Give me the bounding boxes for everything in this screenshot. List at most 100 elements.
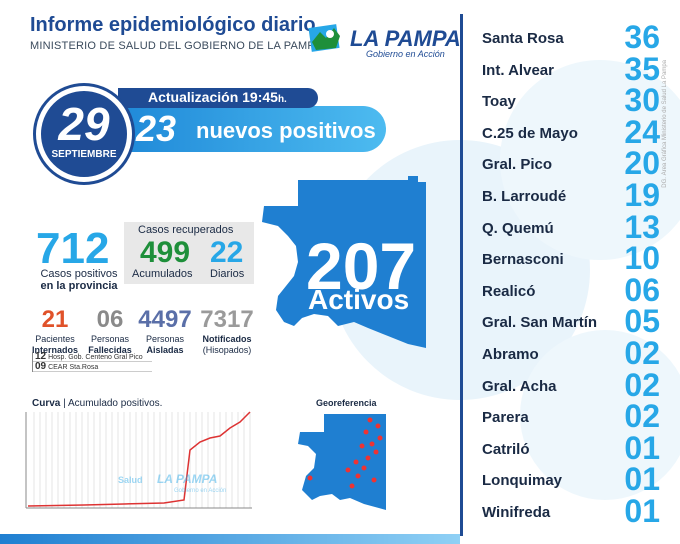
new-cases-banner (118, 106, 386, 152)
locality-row: Santa Rosa 36 (470, 19, 660, 55)
locality-name: Int. Alvear (482, 61, 554, 79)
curve-line (27, 411, 251, 507)
recovered-accumulated-label: Acumulados (132, 268, 193, 280)
locality-name: Abramo (482, 346, 539, 363)
locality-row: Catriló 01 (470, 430, 660, 466)
curve-title: Curva | Acumulado positivos. (32, 398, 163, 409)
bg-decor-circle (520, 330, 680, 500)
divider (460, 14, 463, 536)
recovered-accumulated-value: 499 (140, 236, 191, 269)
locality-name: Lonquimay (482, 472, 563, 490)
locality-value: 01 (624, 493, 660, 529)
stat-label: Fallecidas (88, 345, 132, 355)
locality-name: Gral. San Martín (482, 314, 598, 332)
locality-name: Q. Quemú (482, 219, 554, 237)
locality-row: Abramo 02 (470, 335, 660, 371)
recovered-box (124, 222, 254, 284)
stat-value: 21 (41, 306, 69, 333)
locality-name: Bernasconi (482, 251, 564, 269)
stat-label: Pacientes (35, 334, 75, 344)
locality-value: 02 (624, 335, 660, 371)
georef-title: Georeferencia (316, 398, 377, 408)
hospital-row: 09 CEAR Sta.Rosa (33, 362, 152, 372)
locality-row: Lonquimay 01 (470, 461, 660, 497)
bg-decor-circle (500, 60, 680, 260)
locality-value: 36 (624, 19, 660, 55)
stat-notificados: 7317 Notificados (Hisopados) (196, 306, 258, 356)
hospital-row: 12 Hosp. Gob. Centeno Gral Pico (33, 352, 152, 362)
stat-value: 06 (96, 306, 124, 333)
watermark-name: LA PAMPA (156, 472, 218, 486)
hospital-breakdown: 12 Hosp. Gob. Centeno Gral Pico 09 CEAR … (32, 352, 152, 372)
locality-row: B. Larroudé 19 (470, 177, 660, 213)
georef-map-icon (298, 414, 386, 510)
logo-tagline: Gobierno en Acción (366, 49, 445, 59)
stat-label: Internados (31, 345, 78, 355)
stat-label: Notificados (202, 334, 252, 344)
stat-value: 4497 (138, 306, 192, 333)
stat-label: Aisladas (146, 345, 184, 355)
new-cases-value: 23 (136, 108, 177, 149)
stat-value: 7317 (200, 306, 254, 333)
locality-row: Gral. Acha 02 (470, 367, 660, 403)
locality-value: 19 (624, 177, 660, 213)
locality-row: Int. Alvear 35 (470, 51, 660, 87)
bottom-bar (0, 534, 460, 544)
locality-name: Realicó (482, 282, 536, 300)
locality-value: 01 (624, 429, 660, 466)
locality-value: 13 (624, 208, 660, 245)
watermark-tagline: Gobierno en Acción (174, 488, 227, 494)
locality-row: Gral. San Martín 05 (470, 303, 660, 339)
page-subtitle: MINISTERIO DE SALUD DEL GOBIERNO DE LA P… (30, 40, 322, 52)
recovered-daily-label: Diarios (210, 268, 245, 280)
curve-chart (25, 411, 252, 509)
locality-value: 24 (624, 113, 660, 150)
new-cases-label: nuevos positivos (196, 118, 376, 143)
watermark-salud: Salud (118, 475, 143, 485)
locality-value: 02 (624, 398, 660, 435)
locality-value: 30 (624, 82, 660, 119)
locality-value: 20 (624, 145, 660, 182)
update-time: Actualización 19:45h. (148, 89, 287, 105)
province-map-icon (262, 176, 426, 348)
stat-label: Personas (90, 334, 130, 344)
active-cases-value: 207 (306, 229, 417, 303)
locality-name: Catriló (482, 440, 530, 458)
locality-name: Santa Rosa (482, 30, 564, 47)
date-badge: 29 SEPTIEMBRE (36, 86, 132, 182)
locality-name: Toay (482, 93, 516, 111)
date-month: SEPTIEMBRE (51, 149, 117, 160)
update-banner (118, 88, 318, 108)
la-pampa-logo-icon (306, 22, 346, 56)
locality-value: 35 (624, 50, 660, 87)
logo-name: LA PAMPA (350, 26, 461, 51)
watermark-logo: Salud LA PAMPA Gobierno en Acción (118, 470, 226, 494)
locality-name: C.25 de Mayo (482, 124, 578, 142)
locality-value: 05 (624, 303, 660, 340)
locality-name: B. Larroudé (482, 188, 567, 205)
locality-name: Gral. Pico (482, 156, 553, 174)
recovered-title: Casos recuperados (138, 224, 234, 236)
locality-name: Parera (482, 409, 529, 427)
locality-value: 06 (624, 271, 660, 308)
locality-row: Realicó 06 (470, 272, 660, 308)
stat-aisladas: 4497 Personas Aisladas (136, 306, 194, 356)
locality-value: 02 (624, 366, 660, 403)
total-positive-value: 712 (36, 224, 110, 273)
recovered-daily-value: 22 (210, 236, 244, 269)
total-positive-label: Casos positivos en la provincia (40, 268, 118, 292)
date-day: 29 (58, 98, 110, 150)
active-cases-label: Activos (308, 284, 410, 315)
side-credit: DG. Área Gráfica Ministerio de Salud La … (662, 60, 668, 188)
locality-row: Bernasconi 10 (470, 240, 660, 276)
stat-internados: 21 Pacientes Internados (30, 306, 80, 356)
locality-row: Winifreda 01 (470, 493, 660, 529)
locality-value: 10 (624, 240, 660, 277)
page-title: Informe epidemiológico diario (30, 14, 316, 36)
locality-row: C.25 de Mayo 24 (470, 114, 660, 150)
locality-name: Winifreda (482, 504, 551, 521)
locality-row: Toay 30 (470, 82, 660, 118)
locality-value: 01 (624, 461, 660, 498)
locality-row: Q. Quemú 13 (470, 209, 660, 245)
stat-label: (Hisopados) (202, 345, 252, 355)
